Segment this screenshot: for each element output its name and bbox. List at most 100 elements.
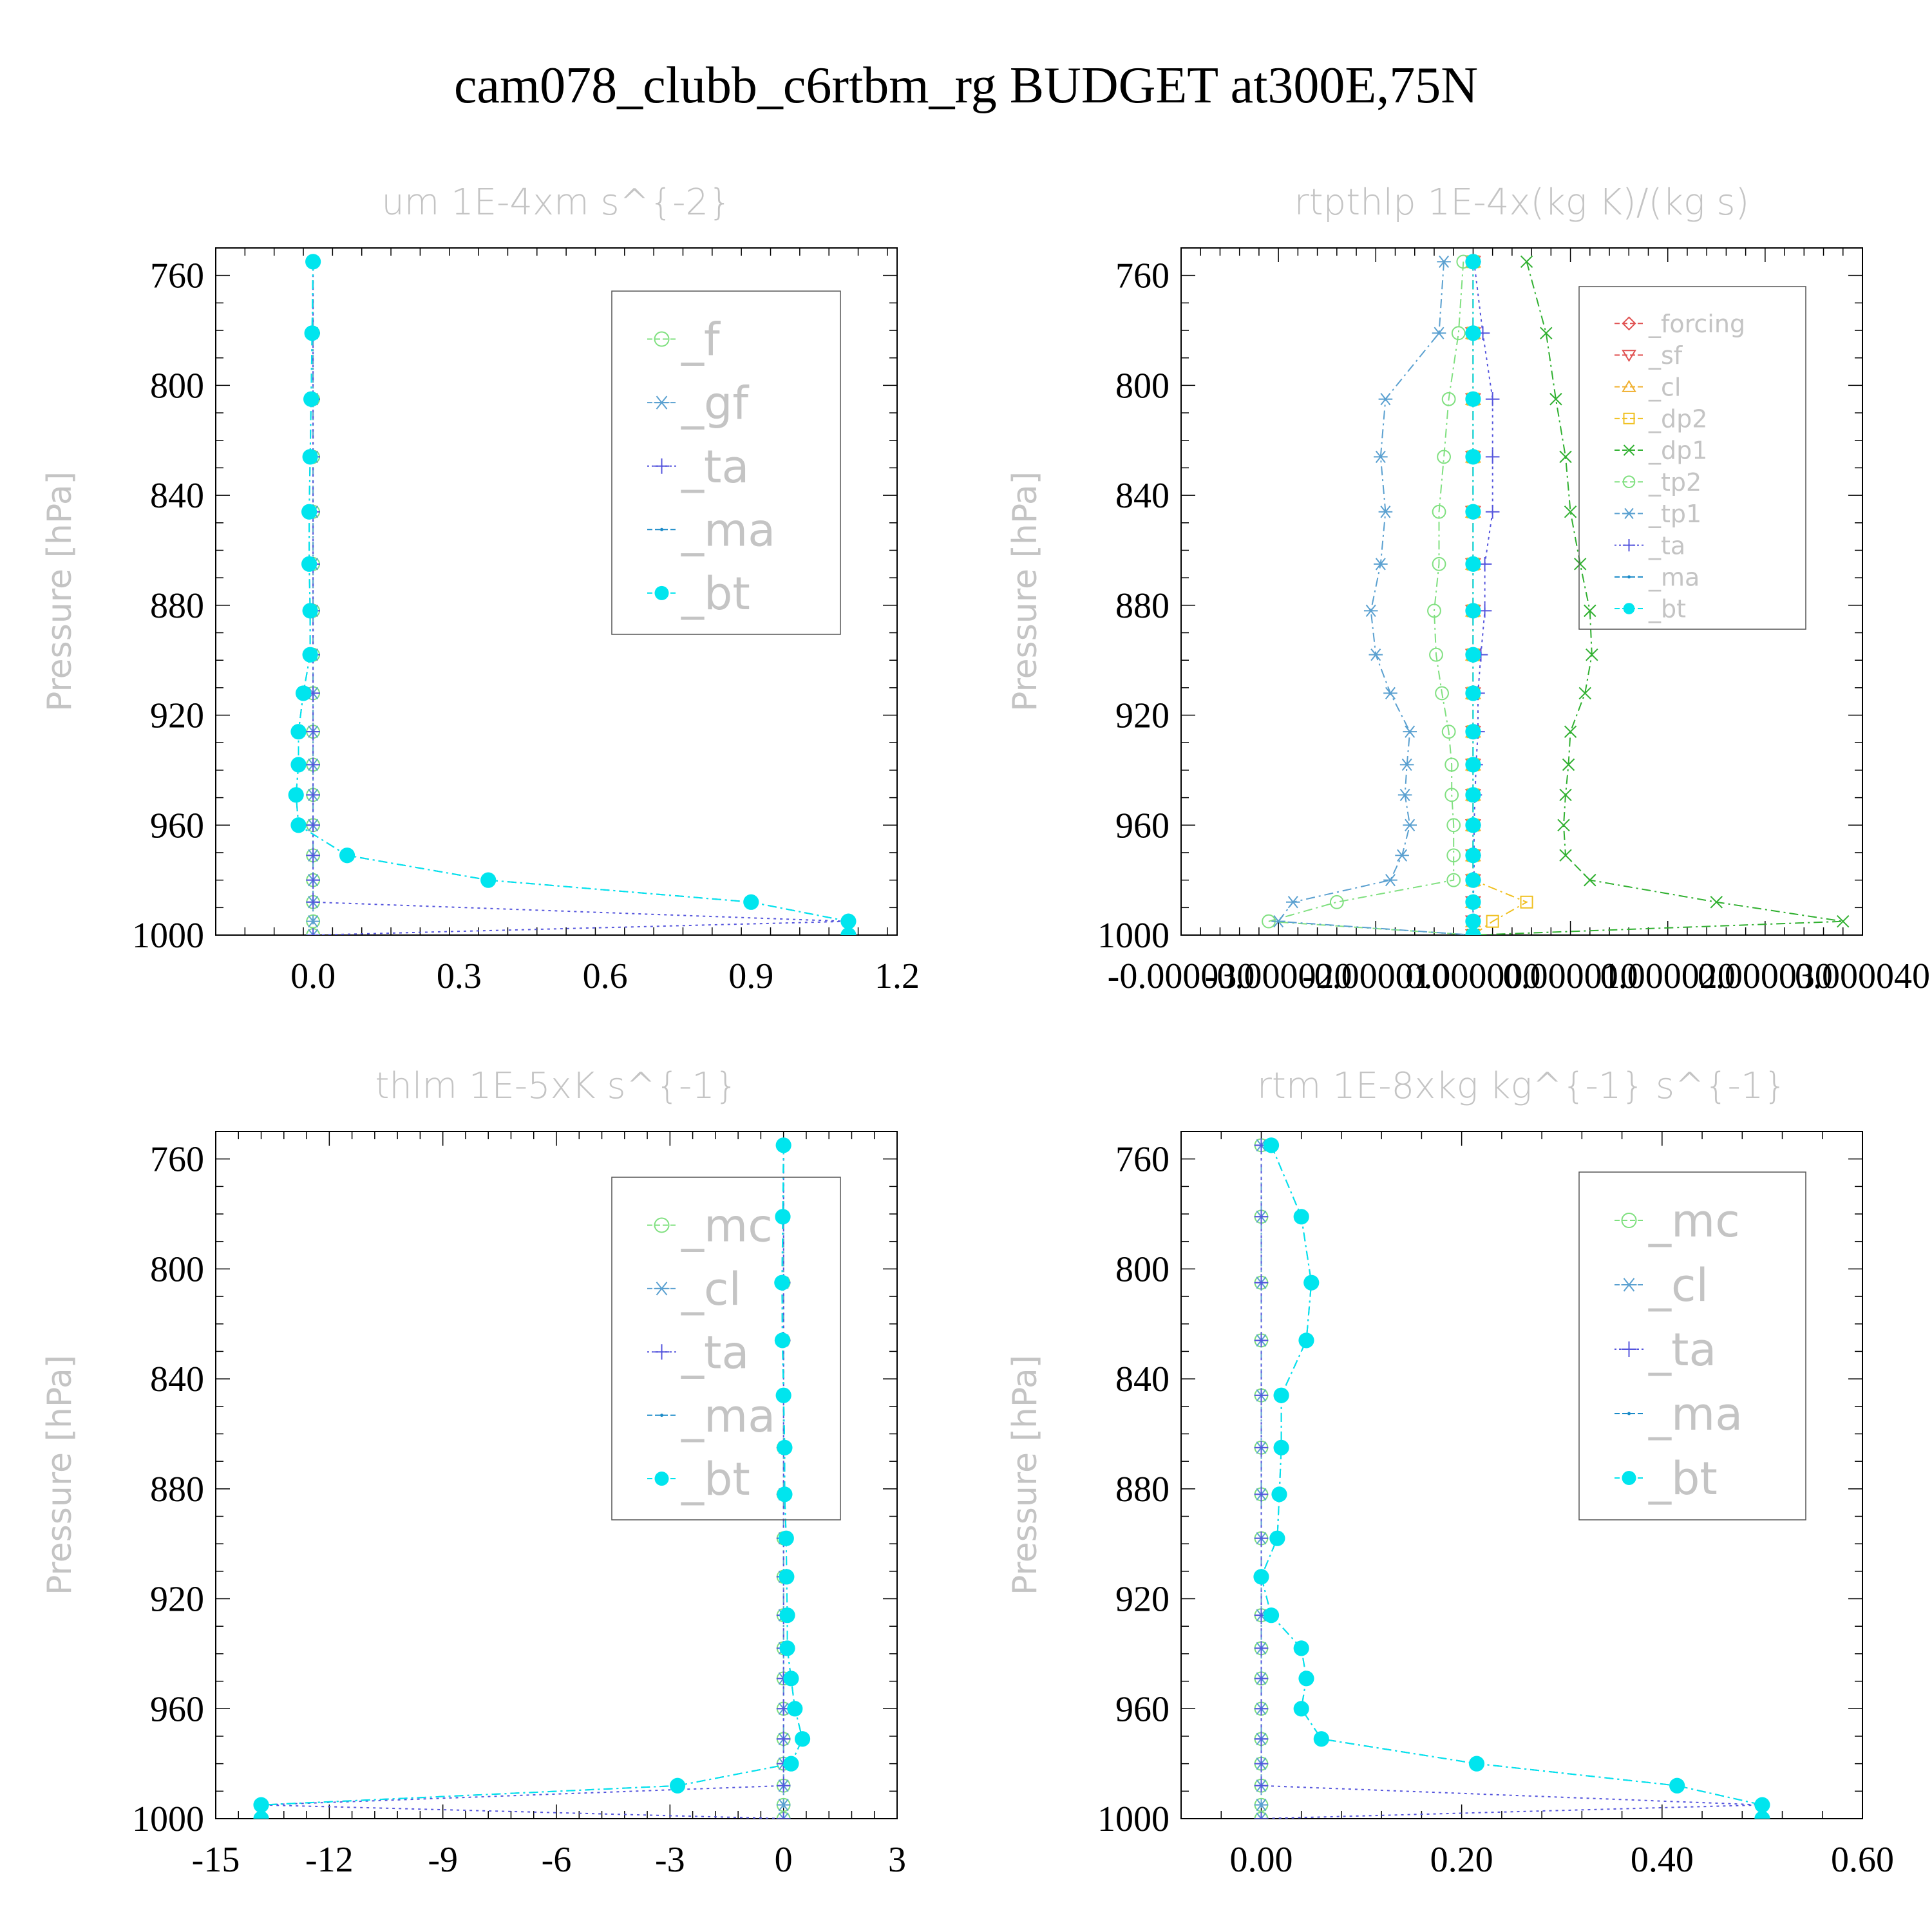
point-rtpthlp_bt [1465,872,1481,888]
y-tick-label: 960 [150,806,204,846]
legend-marker_dp2 [1623,412,1635,424]
point-rtpthlp_dp1 [1557,819,1570,831]
point-rtpthlp_dp1 [1573,558,1587,571]
point-um_bt [339,848,355,864]
legend-rtm: _mc _cl _ta _ma _bt [1578,1171,1806,1520]
point-rtpthlp_dp1 [1586,648,1598,661]
point-um_gf [306,929,320,935]
y-axis-label-um: Pressure [hPa] [41,471,79,712]
point-thlm_bt [779,1607,795,1624]
point-rtpthlp_tp2 [1451,326,1466,341]
point-rtpthlp_tp2 [1432,556,1446,571]
point-rtpthlp_dp2 [1486,914,1499,928]
y-tick-label: 840 [150,476,204,516]
series-line-rtpthlp_tp2 [1268,261,1473,935]
y-tick-label: 800 [1115,1249,1170,1289]
point-rtm_bt [1273,1387,1289,1403]
point-um_bt [304,325,320,341]
series-line-um_ta [312,261,849,935]
legend-label_tp1: _tp1 [1648,500,1701,528]
y-tick-label: 800 [1115,366,1170,406]
point-um_bt [295,685,312,701]
y-tick-label: 960 [150,1689,204,1729]
x-tick-label: 0.6 [583,956,628,996]
x-tick-label: 0.000020 [1600,956,1736,996]
x-tick-label: 0.00 [1229,1840,1293,1880]
point-rtpthlp_tp2 [1432,504,1446,519]
y-tick-label: 760 [1115,256,1170,296]
point-rtm_bt [1263,1137,1280,1153]
y-tick-label: 1000 [132,1799,204,1839]
legend-label_cl: _cl [1648,1259,1709,1312]
point-rtm_bt [1468,1756,1485,1772]
y-tick-label: 760 [1115,1140,1170,1180]
point-rtpthlp_dp1 [1564,506,1577,518]
point-rtpthlp_tp2 [1437,450,1451,464]
legend-marker_tp1 [1622,507,1636,520]
x-tick-label: 3 [888,1840,906,1880]
point-rtm_ta [1254,1531,1269,1546]
point-thlm_bt [779,1640,795,1656]
point-rtpthlp_bt [1465,927,1481,935]
legend-label_ma: _ma [1648,1388,1743,1441]
point-rtpthlp_tp1 [1374,558,1388,571]
series-line-thlm_ta [261,1145,784,1819]
y-axis-label-rtm: Pressure [hPa] [1006,1355,1045,1595]
x-tick-label: -0.000020 [1205,956,1352,996]
legend-label_mc: _mc [1648,1195,1740,1247]
point-um_ta [306,895,320,909]
x-tick-label: 1.2 [875,956,920,996]
point-thlm_bt [775,1387,791,1403]
x-tick-label: -3 [655,1840,685,1880]
legend-box [611,1177,841,1520]
y-tick-label: 920 [150,1580,204,1620]
x-tick-label: -0.000010 [1302,956,1450,996]
point-um_bt [301,556,317,572]
legend-label_ma: _ma [1648,564,1700,592]
x-tick-label: 0.9 [728,956,773,996]
point-thlm_ta [776,1778,791,1793]
point-um_ta [306,848,320,863]
point-rtpthlp_bt [1465,913,1481,929]
series-line-rtm_ta [1260,1145,1763,1819]
point-um_ta [306,788,320,802]
point-thlm_bt [777,1486,793,1502]
point-rtm_ta [1254,1756,1269,1771]
chart-panel-thlm: 760 800 840 880 920 960 1000-15 -12 -9 -6 -3 0 3 thlm… [41,1065,906,1880]
point-rtm_ta [1254,1732,1269,1747]
legend-label_forcing: _forcing [1648,310,1745,338]
point-um_bt [840,913,857,929]
legend-marker_ta [1621,1341,1637,1357]
point-rtpthlp_tp1 [1437,255,1451,268]
point-thlm_bt [774,1274,790,1291]
point-um_ta [306,818,320,833]
point-rtpthlp_ta [1485,392,1500,406]
legend-label_ta: _ta [681,1326,749,1379]
point-um_bt [302,603,318,619]
legend-marker_ma [1627,575,1631,579]
x-tick-label: -0.000030 [1108,956,1255,996]
panel-title-rtm: rtm 1E-8xkg kg^{-1} s^{-1} [1257,1065,1786,1107]
y-tick-label: 800 [150,366,204,406]
legend-label_dp2: _dp2 [1648,405,1707,433]
point-rtpthlp_tp1 [1368,649,1383,661]
series-group-thlm [253,1137,811,1819]
point-rtm_ta [1254,1275,1269,1290]
point-rtm_ta [1254,1641,1269,1656]
point-rtpthlp_dp1 [1520,255,1533,269]
legend-marker_bt [1623,603,1635,614]
legend-label_mc: _mc [681,1200,773,1253]
point-rtm_bt [1263,1607,1280,1624]
point-rtm_ta [1254,1441,1269,1455]
legend-marker_ma [660,527,663,531]
legend-box [1578,1171,1806,1520]
y-tick-label: 800 [150,1249,204,1289]
point-rtpthlp_bt [1465,449,1481,465]
legend-label_bt: _bt [681,1453,750,1506]
point-rtpthlp_tp1 [1432,327,1446,339]
point-rtm_bt [1293,1640,1309,1656]
point-um_bt [302,647,318,663]
panel-title-rtpthlp: rtpthlp 1E-4x(kg K)/(kg s) [1294,182,1750,223]
y-tick-label: 880 [150,1470,204,1510]
